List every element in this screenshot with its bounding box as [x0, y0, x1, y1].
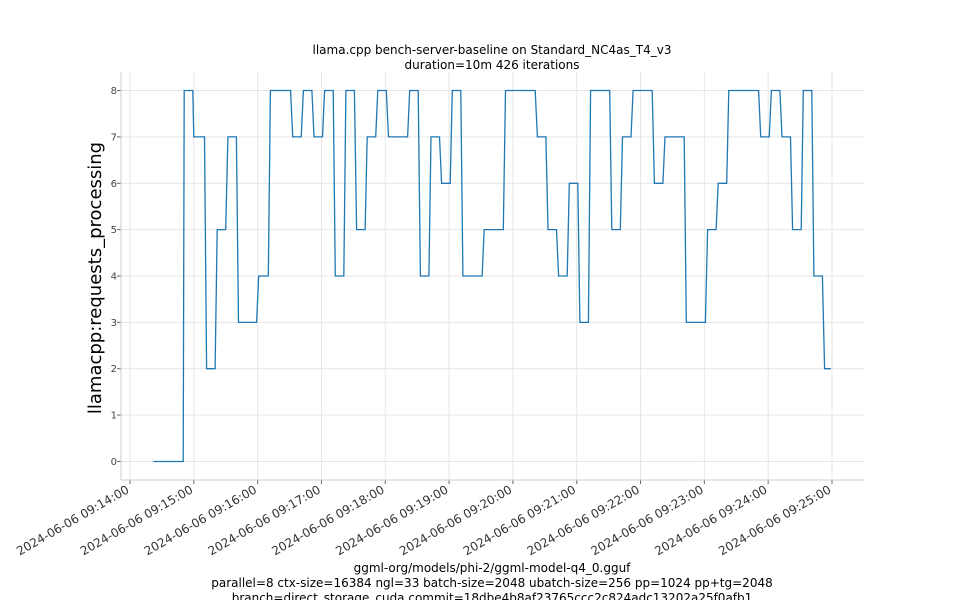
- y-tick-label: 0: [111, 457, 117, 468]
- x-tick-label: 2024-06-06 09:18:00: [269, 482, 386, 558]
- x-tick-label: 2024-06-06 09:22:00: [525, 482, 642, 558]
- y-tick-label: 8: [111, 86, 117, 97]
- x-tick-label: 2024-06-06 09:15:00: [78, 482, 195, 558]
- series-layer: [153, 89, 831, 463]
- axis-layer: [117, 72, 864, 484]
- y-axis-label: llamacpp:requests_processing: [85, 142, 106, 414]
- chart-subtitle: duration=10m 426 iterations: [405, 58, 580, 72]
- x-tick-label: 2024-06-06 09:19:00: [333, 482, 450, 558]
- x-tick-label: 2024-06-06 09:24:00: [652, 482, 769, 558]
- y-tick-label: 6: [111, 179, 117, 190]
- x-tick-label: 2024-06-06 09:23:00: [588, 482, 705, 558]
- x-tick-label: 2024-06-06 09:14:00: [14, 482, 131, 558]
- footer-params: parallel=8 ctx-size=16384 ngl=33 batch-s…: [211, 576, 772, 590]
- footer-branch: branch=direct_storage_cuda commit=18dbe4…: [232, 591, 753, 600]
- y-tick-labels: 0 1 2 3 4 5 6 7 8: [111, 86, 117, 468]
- chart-title: llama.cpp bench-server-baseline on Stand…: [313, 43, 672, 57]
- grid-layer: [121, 72, 864, 480]
- y-tick-label: 3: [111, 318, 117, 329]
- y-tick-label: 7: [111, 132, 117, 143]
- x-tick-label: 2024-06-06 09:17:00: [206, 482, 323, 558]
- x-tick-label: 2024-06-06 09:25:00: [716, 482, 833, 558]
- y-tick-label: 5: [111, 225, 117, 236]
- x-tick-label: 2024-06-06 09:21:00: [461, 482, 578, 558]
- y-tick-label: 4: [111, 272, 117, 283]
- x-tick-label: 2024-06-06 09:16:00: [142, 482, 259, 558]
- footer-model: ggml-org/models/phi-2/ggml-model-q4_0.gg…: [354, 561, 632, 575]
- y-tick-label: 1: [111, 411, 117, 422]
- y-tick-label: 2: [111, 364, 117, 375]
- requests-processing-line: [153, 89, 831, 463]
- x-tick-label: 2024-06-06 09:20:00: [397, 482, 514, 558]
